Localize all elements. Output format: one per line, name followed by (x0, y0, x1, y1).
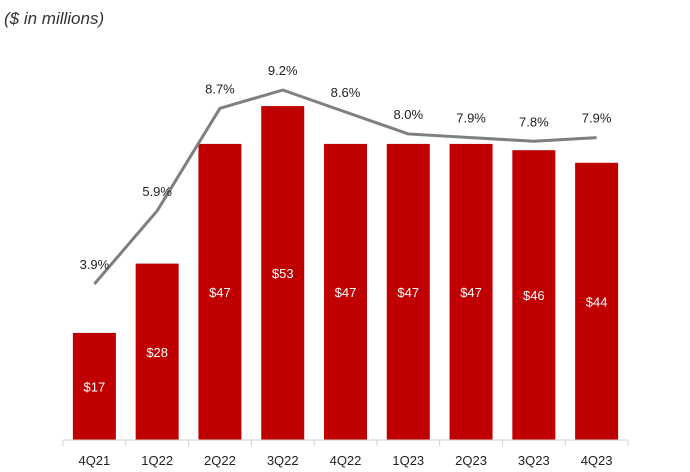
bar-value-label: $47 (209, 285, 231, 300)
x-axis: 4Q21 1Q22 2Q22 3Q22 4Q22 1Q23 2Q23 3Q23 4Q23 (62, 439, 629, 468)
percent-label: 8.7% (205, 81, 235, 96)
percent-label: 9.2% (268, 63, 298, 78)
bar (324, 143, 367, 440)
bar-value-label: $47 (335, 285, 357, 300)
bar (198, 143, 242, 440)
bar (135, 263, 179, 440)
x-tick-label: 4Q22 (330, 453, 362, 468)
percent-line-group: 3.9% 5.9% 8.7% 9.2% 8.6% 8.0% 7.9% 7.8% 7.9% (80, 63, 612, 285)
bar (449, 143, 493, 440)
bar-value-label: $53 (272, 266, 294, 281)
x-tick-label: 2Q23 (455, 453, 487, 468)
bar (512, 150, 556, 440)
bar-value-label: $46 (523, 288, 545, 303)
percent-label: 8.6% (331, 85, 361, 100)
percent-label: 3.9% (80, 257, 110, 272)
percent-label: 8.0% (393, 107, 423, 122)
percent-label: 7.8% (519, 114, 549, 129)
percent-label: 5.9% (142, 184, 172, 199)
percent-line (93, 88, 597, 285)
bar-value-label: $17 (84, 379, 106, 394)
x-tick-label: 3Q22 (267, 453, 299, 468)
bar-value-label: $47 (397, 285, 419, 300)
bar-value-label: $28 (146, 345, 168, 360)
bar (575, 162, 619, 441)
percent-label: 7.9% (456, 111, 486, 126)
x-tick-label: 4Q23 (581, 453, 613, 468)
bar (261, 106, 305, 440)
bar (386, 143, 430, 440)
bar-group: $17 $28 $47 $53 $47 $47 $47 $46 $44 (72, 106, 619, 441)
bar-value-label: $47 (460, 285, 482, 300)
x-tick-label: 4Q21 (78, 453, 110, 468)
x-tick-label: 1Q23 (392, 453, 424, 468)
bar (72, 332, 116, 440)
bar-value-label: $44 (586, 294, 608, 309)
x-tick-label: 1Q22 (141, 453, 173, 468)
percent-label: 7.9% (582, 111, 612, 126)
unit-label: ($ in millions) (4, 9, 104, 28)
x-tick-label: 3Q23 (518, 453, 550, 468)
x-tick-label: 2Q22 (204, 453, 236, 468)
